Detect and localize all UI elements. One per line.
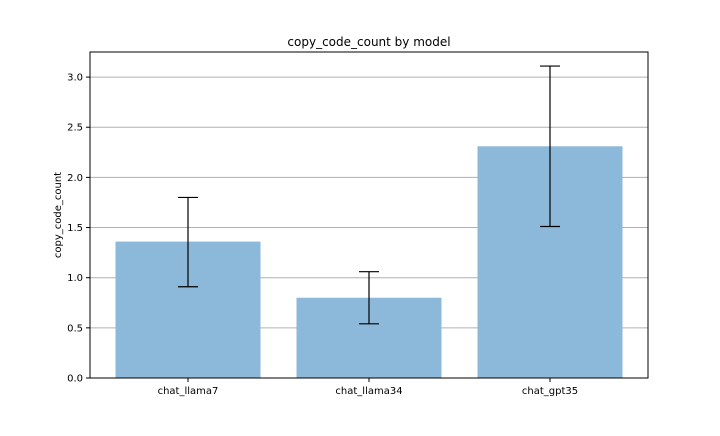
error-bars <box>178 65 560 325</box>
y-tick-label: 1.0 <box>67 273 83 284</box>
y-tick-label: 2.0 <box>67 173 83 184</box>
y-tick-label: 0.5 <box>67 323 83 334</box>
x-axis-ticks: chat_llama7 chat_llama34 chat_gpt35 <box>158 378 578 397</box>
y-tick-label: 3.0 <box>67 73 83 84</box>
y-axis-label: copy_code_count <box>53 172 64 258</box>
bars <box>115 146 623 378</box>
y-tick-label: 2.5 <box>67 123 83 134</box>
x-tick-label: chat_llama7 <box>158 386 219 397</box>
x-tick-label: chat_gpt35 <box>522 386 578 397</box>
x-tick-label: chat_llama34 <box>335 386 402 397</box>
chart-title: copy_code_count by model <box>287 35 450 49</box>
y-axis-ticks: 0.0 0.5 1.0 1.5 2.0 2.5 3.0 <box>67 73 90 385</box>
y-tick-label: 1.5 <box>67 223 83 234</box>
y-tick-label: 0.0 <box>67 374 83 385</box>
